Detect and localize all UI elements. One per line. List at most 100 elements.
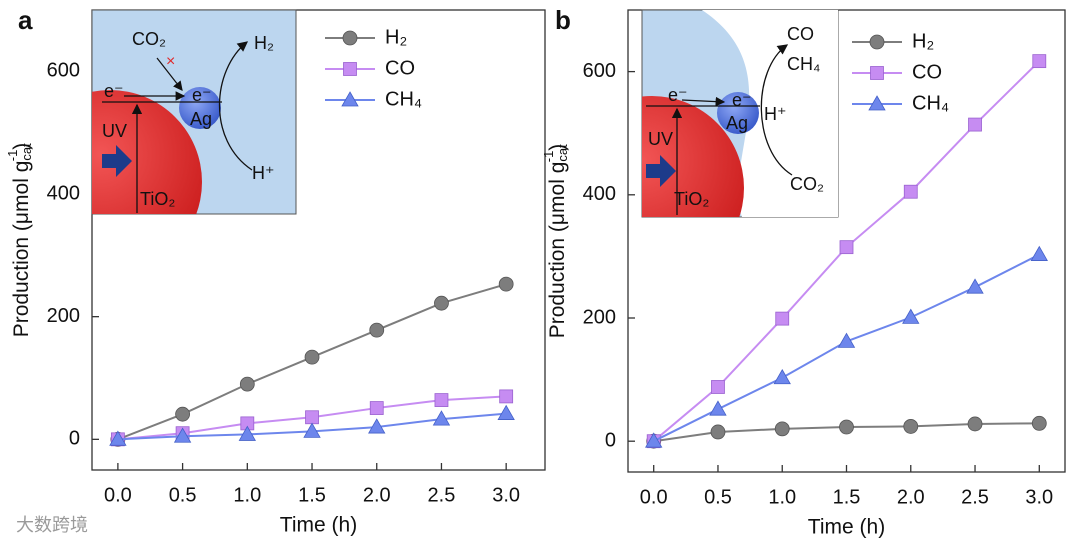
marker [369,322,385,338]
tio2-particle [92,90,202,214]
y-axis-title-sub: cat [19,143,34,161]
y-tick-label: 200 [583,306,616,328]
inset-label: Ag [190,109,212,129]
marker [902,308,920,324]
marker [497,404,515,420]
marker [368,418,386,434]
y-axis-title-sup: -1 [5,150,20,162]
marker [903,184,918,199]
y-tick-label: 400 [583,183,616,205]
x-tick-label: 1.5 [833,486,861,508]
inset-label: TiO₂ [140,189,175,209]
co2-arrow [156,57,183,91]
ag-particle [717,92,759,134]
marker [434,393,449,407]
x-tick-label: 2.5 [428,484,456,506]
marker [432,410,451,426]
inset-label: H⁺ [252,163,275,183]
marker [967,416,983,432]
uv-arrow [102,145,132,177]
marker [711,380,725,394]
y-tick-label: 600 [47,60,80,82]
inset-label: H⁺ [764,104,787,124]
inset-label: H₂ [254,33,274,53]
inset-label: TiO₂ [674,189,709,209]
x-tick-label: 0.0 [640,486,668,508]
marker [966,278,984,294]
x-tick-label: 0.5 [169,484,197,506]
marker [343,62,357,76]
y-tick-label: 0 [69,428,80,450]
panel-label: a [18,5,33,35]
legend-label: CO [385,57,415,79]
marker [434,295,449,311]
x-tick-label: 0.5 [704,486,732,508]
solution-region [702,10,838,217]
watermark: 大数跨境 [16,515,88,535]
marker [775,311,790,326]
x-tick-label: 2.5 [961,486,989,508]
plot-frame [91,9,546,471]
marker [837,332,856,348]
inset-label: e⁻ [192,85,212,105]
y-tick-label: 0 [605,429,616,451]
marker [869,34,885,50]
marker [903,419,919,434]
marker [173,427,192,443]
x-tick-label: 1.5 [298,484,326,506]
legend-label: CO [912,61,942,83]
legend-label: CH₄ [912,92,949,114]
y-tick-label: 200 [47,305,80,327]
uv-arrow [646,155,676,187]
inset-label: × [166,53,175,70]
reaction-arrow [218,41,253,171]
marker [839,240,854,255]
inset-label: UV [648,129,673,149]
marker [175,406,191,422]
marker [710,424,726,440]
y-axis-title-sup: -1 [541,151,556,163]
y-tick-label: 600 [583,60,616,82]
x-tick-label: 3.0 [1025,486,1053,508]
marker [709,400,727,416]
marker [868,95,886,111]
legend-label: H₂ [912,30,934,52]
inset-label: UV [102,121,127,141]
electron-arrow [681,96,726,107]
marker [342,30,358,46]
inset-label: Ag [726,113,748,133]
marker [304,349,320,365]
marker [499,389,514,404]
marker [1031,415,1047,431]
marker [239,376,255,392]
marker [645,432,663,448]
marker [774,421,790,437]
legend-label: H₂ [385,26,407,48]
marker [968,117,982,132]
marker [341,91,359,107]
tio2-particle [642,96,744,217]
legend-label: CH₄ [385,88,422,110]
marker [498,276,514,292]
x-tick-label: 3.0 [492,484,520,506]
marker [369,401,384,415]
inset-label: CO₂ [132,29,166,49]
marker [1030,245,1048,261]
marker [1032,54,1047,69]
y-axis-title-close: ) [10,143,33,150]
inset-label: CO₂ [790,174,824,194]
inset-label: e⁻ [732,90,752,110]
x-tick-label: 2.0 [897,486,925,508]
y-axis-title-text: Production (μmol g [546,162,569,339]
inset-label: e⁻ [668,85,688,105]
reaction-arrow [760,44,793,176]
inset-label: CH₄ [787,54,820,74]
panel: b 0 200 400 600 0.0 0.5 1.0 1.5 2.0 2.5 3.0 Time (h)… [541,5,1066,539]
marker [305,410,319,425]
marker [238,425,257,441]
y-axis-title: Production (μmol gcat-1) [5,143,34,338]
x-tick-label: 1.0 [768,486,796,508]
marker [839,419,854,435]
marker [109,430,127,446]
